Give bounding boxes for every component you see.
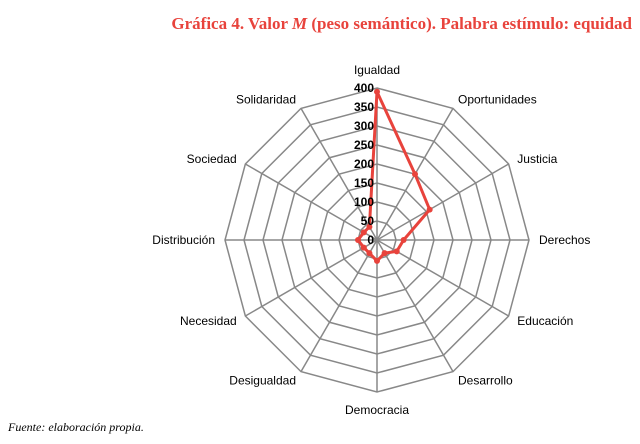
chart-title-suffix: (peso semántico). Palabra estímulo: equi…: [307, 14, 632, 33]
grid-spoke: [244, 239, 378, 317]
tick-label: 350: [354, 100, 374, 114]
grid-spoke: [300, 107, 378, 241]
radial-tick-labels: 0 50 100 150 200 250 300 350 400: [354, 81, 374, 247]
source-note: Fuente: elaboración propia.: [8, 420, 144, 434]
category-label: Desigualdad: [229, 373, 296, 387]
category-label: Sociedad: [187, 152, 237, 166]
chart-title-math: M: [291, 14, 308, 33]
category-labels: Igualdad Oportunidades Justicia Derechos Edu…: [152, 63, 590, 417]
tick-label: 250: [354, 138, 374, 152]
data-series: [355, 88, 433, 264]
series-point: [366, 223, 373, 230]
tick-label: 200: [354, 157, 374, 171]
category-label: Necesidad: [180, 314, 237, 328]
grid-spoke: [376, 239, 454, 373]
series-point: [360, 244, 367, 251]
category-label: Igualdad: [354, 63, 400, 77]
series-point: [400, 237, 407, 243]
radar-grid: [224, 87, 530, 393]
tick-label: 300: [354, 119, 374, 133]
series-point: [426, 206, 433, 213]
series-point: [381, 250, 388, 257]
tick-label: 400: [354, 81, 374, 95]
series-point: [366, 250, 373, 257]
chart-title-prefix: Gráfica 4. Valor: [171, 14, 292, 33]
tick-label: 100: [354, 195, 374, 209]
category-label: Educación: [517, 314, 573, 328]
tick-label: 50: [361, 214, 375, 228]
grid-spoke: [300, 239, 378, 373]
category-label: Oportunidades: [458, 93, 537, 107]
series-point: [374, 88, 380, 95]
category-label: Distribución: [152, 233, 215, 247]
tick-label: 150: [354, 176, 374, 190]
series-point: [360, 229, 367, 236]
grid-spoke: [376, 163, 510, 241]
grid-spoke: [244, 163, 378, 241]
category-label: Justicia: [517, 152, 557, 166]
tick-label: 0: [367, 233, 374, 247]
category-label: Desarrollo: [458, 373, 513, 387]
chart-title: Gráfica 4. Valor M (peso semántico). Pal…: [171, 14, 632, 34]
series-point: [374, 257, 380, 264]
category-label: Solidaridad: [236, 93, 296, 107]
series-point: [355, 237, 361, 243]
series-point: [412, 171, 418, 178]
category-label: Democracia: [345, 403, 409, 417]
category-label: Derechos: [539, 233, 590, 247]
series-point: [393, 248, 400, 255]
